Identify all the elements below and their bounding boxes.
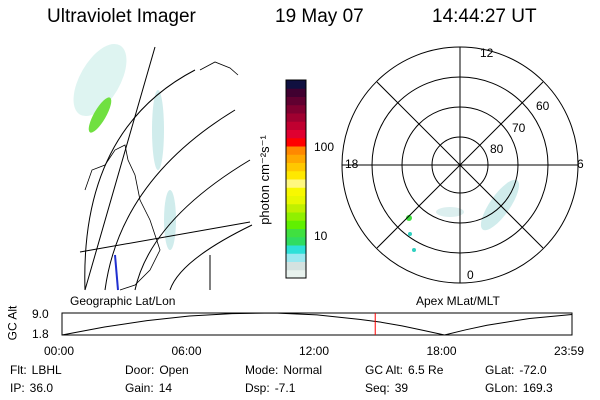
status-field: Dsp: -7.1: [245, 381, 295, 395]
y-axis-label: GC Alt: [5, 305, 20, 341]
status-label: Gain:: [125, 381, 154, 395]
colorbar-swatch: [286, 269, 306, 279]
status-value: Open: [159, 363, 189, 377]
colorbar-tick-10: 10: [314, 229, 328, 243]
altitude-chart: [61, 312, 573, 336]
lat-label-60: 60: [536, 99, 550, 113]
mlt-label-12: 12: [480, 46, 494, 60]
status-label: GLat:: [485, 363, 515, 377]
status-value: 39: [394, 381, 409, 395]
lat-label-70: 70: [512, 121, 526, 135]
status-value: Normal: [283, 363, 323, 377]
colorbar-swatch: [286, 179, 306, 188]
status-value: -72.0: [519, 363, 547, 377]
colorbar-swatch: [286, 113, 306, 122]
instrument-title: Ultraviolet Imager: [47, 6, 196, 27]
altitude-line: [61, 312, 573, 336]
colorbar-swatch: [286, 162, 306, 172]
status-field: Flt: LBHL: [10, 363, 62, 377]
x-tick: 23:59: [554, 344, 585, 358]
status-value: 36.0: [29, 381, 54, 395]
y-tick: 9.0: [32, 307, 49, 321]
status-label: GLon:: [485, 381, 518, 395]
colorbar-swatch: [286, 88, 306, 97]
colorbar-frame: [285, 79, 307, 279]
colorbar-swatch: [286, 236, 306, 246]
colorbar-swatch: [286, 129, 306, 139]
colorbar-tick-100: 100: [314, 140, 335, 154]
colorbar-label: photon cm⁻²s⁻¹: [256, 135, 272, 225]
mlt-label-0: 0: [467, 268, 474, 282]
right-panel-label: Apex MLat/MLT: [416, 294, 500, 308]
status-field: GC Alt: 6.5 Re: [365, 363, 443, 377]
colorbar-swatch: [286, 170, 306, 180]
colorbar-swatch: [286, 212, 306, 221]
status-field: Mode: Normal: [245, 363, 322, 377]
status-value: 14: [158, 381, 173, 395]
colorbar-swatch: [286, 146, 306, 155]
colorbar-swatch: [286, 253, 306, 262]
status-field: GLon: 169.3: [485, 381, 553, 395]
colorbar-swatch: [286, 121, 306, 130]
status-value: -7.1: [274, 381, 296, 395]
x-tick: 06:00: [171, 344, 202, 358]
status-field: GLat: -72.0: [485, 363, 547, 377]
status-label: IP:: [10, 381, 25, 395]
colorbar-swatch: [286, 228, 306, 238]
status-label: Mode:: [245, 363, 279, 377]
status-value: 169.3: [522, 381, 553, 395]
status-field: Seq: 39: [365, 381, 408, 395]
colorbar-swatch: [286, 104, 306, 114]
status-label: GC Alt:: [365, 363, 404, 377]
left-panel-label: Geographic Lat/Lon: [70, 294, 176, 308]
x-tick: 18:00: [426, 344, 457, 358]
colorbar-swatch: [286, 96, 306, 106]
status-value: 6.5 Re: [408, 363, 444, 377]
lat-label-80: 80: [490, 142, 504, 156]
colorbar-swatch: [286, 203, 306, 213]
mlt-label-6: 6: [577, 157, 584, 171]
mlt-label-18: 18: [345, 157, 359, 171]
status-value: LBHL: [31, 363, 62, 377]
status-field: Gain: 14: [125, 381, 172, 395]
geographic-map: [73, 43, 253, 291]
status-label: Seq:: [365, 381, 390, 395]
time-label: 14:44:27 UT: [432, 6, 537, 27]
colorbar: [285, 79, 307, 279]
colorbar-swatch: [286, 80, 306, 89]
status-label: Dsp:: [245, 381, 270, 395]
y-tick: 1.8: [32, 327, 49, 341]
colorbar-swatch: [286, 187, 306, 196]
status-label: Flt:: [10, 363, 27, 377]
colorbar-swatch: [286, 137, 306, 147]
colorbar-swatch: [286, 195, 306, 205]
status-field: Door: Open: [125, 363, 189, 377]
chart-frame: [61, 312, 573, 336]
colorbar-swatch: [286, 261, 306, 271]
status-field: IP: 36.0: [10, 381, 53, 395]
date-label: 19 May 07: [275, 6, 364, 27]
polar-plot: [341, 46, 579, 284]
colorbar-swatch: [286, 154, 306, 163]
x-tick: 00:00: [44, 344, 75, 358]
colorbar-swatch: [286, 220, 306, 229]
x-tick: 12:00: [299, 344, 330, 358]
colorbar-swatch: [286, 245, 306, 254]
status-label: Door:: [125, 363, 155, 377]
